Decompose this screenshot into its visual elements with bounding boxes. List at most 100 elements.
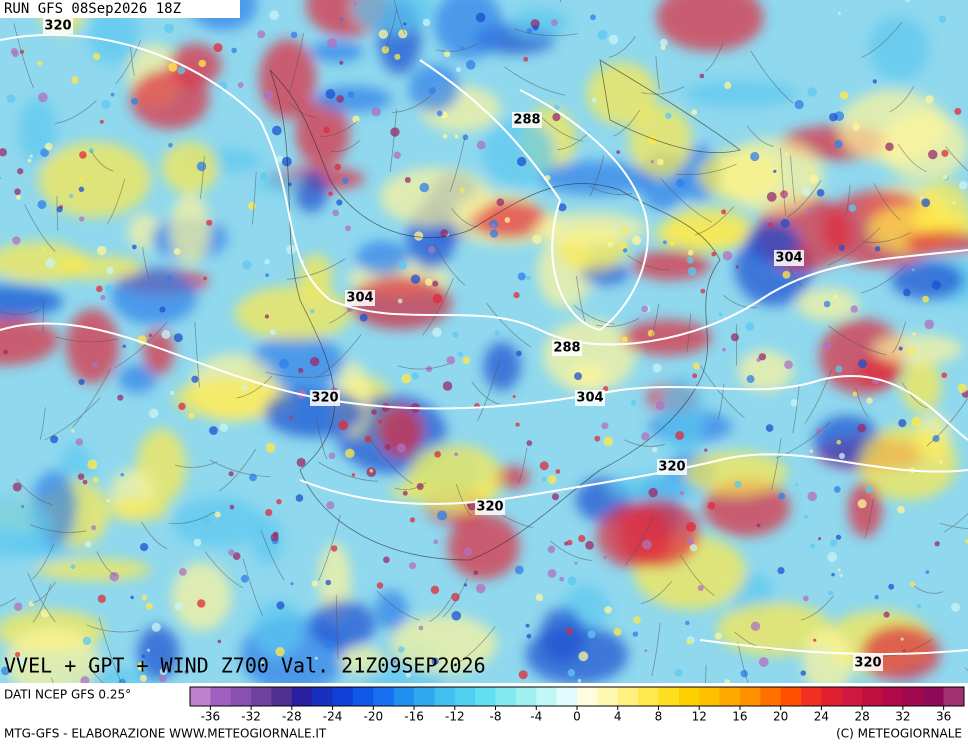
colorbar-swatch bbox=[312, 687, 334, 706]
field-speck bbox=[151, 622, 161, 632]
colorbar-swatch bbox=[801, 687, 822, 706]
field-speck bbox=[590, 14, 596, 21]
field-speck bbox=[735, 265, 739, 269]
field-speck bbox=[780, 218, 790, 228]
field-speck bbox=[835, 534, 842, 540]
field-speck bbox=[905, 0, 910, 3]
field-speck bbox=[398, 29, 408, 39]
streamline bbox=[855, 388, 869, 418]
colorbar-swatch bbox=[678, 687, 700, 706]
field-speck bbox=[641, 432, 650, 441]
field-speck bbox=[616, 150, 621, 154]
field-blob bbox=[5, 627, 100, 683]
field-speck bbox=[722, 347, 726, 352]
field-speck bbox=[523, 56, 529, 62]
field-blob bbox=[374, 590, 408, 631]
field-speck bbox=[655, 400, 665, 411]
field-speck bbox=[837, 11, 841, 15]
field-speck bbox=[37, 200, 47, 210]
colorbar-tick-label: -8 bbox=[490, 710, 502, 724]
streamline bbox=[319, 120, 359, 138]
field-speck bbox=[919, 195, 924, 200]
field-speck bbox=[758, 657, 769, 667]
field-speck bbox=[644, 649, 648, 653]
field-speck bbox=[836, 439, 842, 445]
field-speck bbox=[621, 336, 628, 343]
field-speck bbox=[454, 134, 459, 139]
field-speck bbox=[686, 256, 694, 264]
field-speck bbox=[704, 448, 708, 452]
streamline bbox=[96, 551, 117, 577]
field-speck bbox=[686, 639, 692, 645]
streamline bbox=[194, 321, 200, 388]
field-speck bbox=[323, 126, 331, 134]
field-speck bbox=[228, 471, 234, 477]
streamline bbox=[750, 51, 794, 104]
colorbar-tick-label: 32 bbox=[895, 710, 910, 724]
field-speck bbox=[750, 621, 761, 631]
field-speck bbox=[265, 508, 273, 517]
contour-label: 320 bbox=[658, 460, 685, 475]
field-speck bbox=[577, 678, 582, 683]
contour-label: 320 bbox=[476, 500, 503, 515]
field-speck bbox=[756, 523, 761, 528]
field-speck bbox=[566, 628, 573, 635]
field-speck bbox=[784, 152, 788, 156]
field-speck bbox=[276, 601, 285, 610]
field-speck bbox=[36, 60, 43, 66]
field-speck bbox=[778, 492, 786, 500]
streamline bbox=[31, 581, 56, 604]
field-speck bbox=[679, 490, 685, 496]
field-speck bbox=[674, 668, 683, 677]
footer-left: MTG-GFS - ELABORAZIONE WWW.METEOGIORNALE… bbox=[4, 727, 327, 741]
streamline bbox=[335, 594, 339, 659]
colorbar-swatch bbox=[230, 687, 252, 706]
field-speck bbox=[41, 609, 50, 618]
streamline bbox=[780, 148, 787, 216]
streamline bbox=[288, 33, 304, 94]
field-speck bbox=[264, 314, 270, 319]
field-blob bbox=[716, 602, 833, 656]
field-speck bbox=[122, 344, 126, 348]
streamline bbox=[864, 498, 874, 539]
field-speck bbox=[161, 330, 171, 339]
field-speck bbox=[265, 273, 269, 278]
field-speck bbox=[551, 493, 559, 501]
field-speck bbox=[935, 419, 940, 424]
streamline bbox=[539, 115, 584, 142]
colorbar-swatch bbox=[577, 687, 598, 706]
field-speck bbox=[657, 158, 664, 166]
field-speck bbox=[197, 599, 206, 608]
streamline bbox=[624, 439, 666, 447]
contour-labels: 320 288 304 304 288 320 304 320 320 320 bbox=[43, 18, 883, 671]
field-speck bbox=[490, 223, 496, 229]
contour-label: 288 bbox=[513, 113, 540, 128]
field-speck bbox=[173, 248, 181, 255]
field-speck bbox=[462, 134, 469, 141]
field-speck bbox=[45, 258, 56, 269]
field-speck bbox=[229, 504, 235, 510]
field-speck bbox=[275, 647, 285, 657]
streamline bbox=[98, 617, 122, 683]
field-speck bbox=[633, 616, 641, 624]
field-blob bbox=[356, 240, 409, 276]
field-speck bbox=[837, 568, 841, 572]
field-speck bbox=[513, 292, 520, 299]
field-speck bbox=[462, 356, 471, 365]
field-speck bbox=[526, 633, 532, 639]
field-speck bbox=[835, 365, 843, 373]
field-speck bbox=[259, 172, 268, 180]
field-speck bbox=[101, 99, 111, 109]
streamline bbox=[827, 227, 881, 266]
field-speck bbox=[276, 498, 282, 505]
field-speck bbox=[338, 420, 349, 431]
streamline bbox=[30, 524, 87, 533]
field-speck bbox=[10, 47, 18, 55]
field-blob bbox=[533, 212, 647, 245]
field-speck bbox=[198, 59, 206, 68]
field-speck bbox=[932, 434, 940, 443]
field-speck bbox=[928, 149, 938, 160]
field-speck bbox=[608, 34, 619, 45]
field-speck bbox=[782, 270, 791, 279]
field-speck bbox=[807, 87, 817, 97]
